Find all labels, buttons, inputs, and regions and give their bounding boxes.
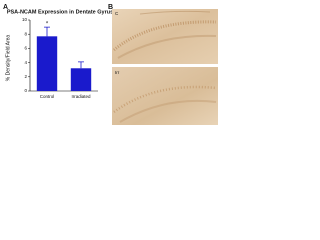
y-axis-label: % Density/Field Area — [5, 35, 11, 82]
annotation: * — [46, 22, 49, 28]
y-tick-label: 2 — [24, 74, 27, 79]
image-label: Irr — [115, 70, 120, 75]
y-tick-label: 6 — [24, 46, 27, 51]
bar — [70, 68, 92, 91]
panel-label: A — [3, 4, 8, 11]
y-tick-label: 8 — [24, 31, 27, 36]
panel-label: B — [108, 4, 113, 11]
y-tick-label: 4 — [24, 60, 27, 65]
micrograph — [112, 9, 218, 64]
y-tick-label: 10 — [22, 17, 28, 22]
x-tick-label: Irradiated — [71, 94, 91, 99]
image-label: C — [115, 11, 119, 16]
chart-title: PSA-NCAM Expression in Dentate Gyrus — [7, 9, 113, 15]
bar — [36, 36, 58, 91]
micrograph — [112, 67, 218, 125]
error-bar — [78, 61, 84, 69]
y-tick-label: 0 — [24, 88, 27, 93]
error-bar — [44, 26, 50, 37]
figure: A B PSA-NCAM Expression in Dentate Gyrus… — [3, 4, 218, 125]
x-tick-label: Control — [40, 94, 55, 99]
